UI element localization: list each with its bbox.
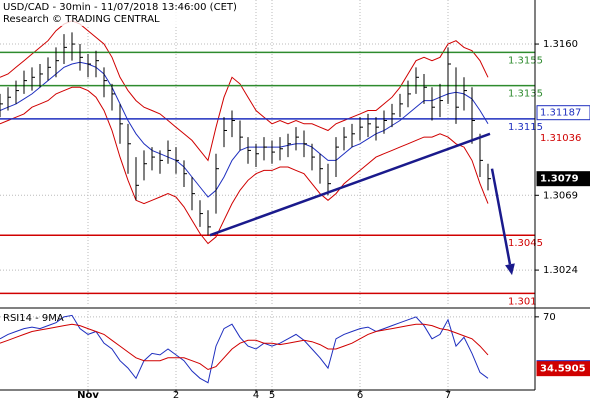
price-tag-box <box>537 130 590 145</box>
level-label: 1.3115 <box>508 122 543 133</box>
trendline <box>209 132 491 237</box>
level-label: 1.3135 <box>508 89 543 100</box>
y-tick-label: 1.3069 <box>543 190 578 201</box>
y-tick-label: 70 <box>543 312 556 323</box>
level-label: 1.3045 <box>508 238 543 249</box>
y-tick-label: 1.3024 <box>543 265 578 276</box>
title-bg <box>0 0 235 26</box>
forecast-arrow <box>490 168 512 265</box>
price-tag-box <box>536 171 590 187</box>
x-tick-label: Nov <box>77 390 99 400</box>
x-tick-label: 4 <box>253 390 259 400</box>
arrow-head <box>505 263 515 276</box>
price-tag-label: 1.31187 <box>540 108 581 119</box>
level-label: 1.301 <box>508 296 537 307</box>
rsi-line <box>0 323 489 371</box>
moving-average <box>0 61 489 198</box>
chart-subtitle: Research © TRADING CENTRAL <box>3 14 160 25</box>
level-label: 1.3155 <box>508 55 543 66</box>
price-tag-label: 1.3079 <box>540 174 579 185</box>
price-tag-box <box>536 361 590 377</box>
x-tick-label: 2 <box>173 390 179 400</box>
lower-band <box>0 86 489 245</box>
price-tag-box <box>536 105 590 121</box>
price-tag-label: 34.5905 <box>540 364 586 375</box>
x-tick-label: 7 <box>445 390 451 400</box>
x-tick-label: 5 <box>269 390 275 400</box>
chart-title: USD/CAD - 30min - 11/07/2018 13:46:00 (C… <box>3 2 237 13</box>
y-tick-label: 1.3160 <box>543 39 578 50</box>
x-tick-label: 6 <box>357 390 363 400</box>
panel-title: RSI14 - 9MA <box>3 313 64 324</box>
price-tag-label: 1.31036 <box>540 133 581 144</box>
